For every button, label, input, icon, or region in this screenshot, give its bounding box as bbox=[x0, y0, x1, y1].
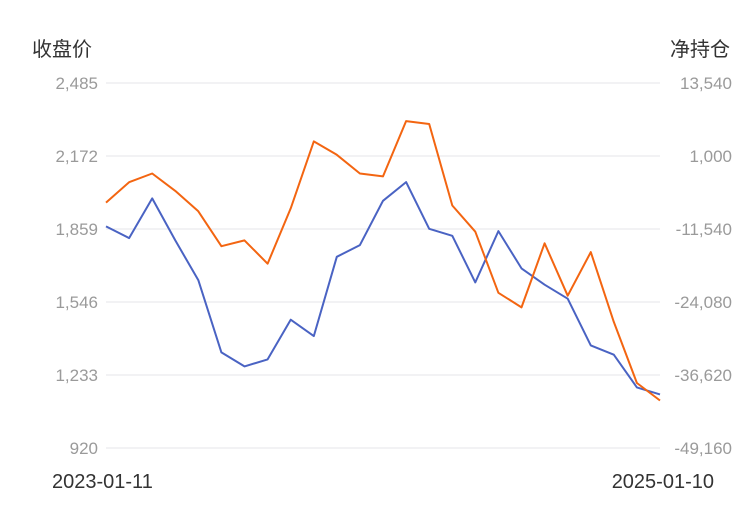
x-end-label: 2025-01-10 bbox=[612, 471, 714, 493]
x-start-label: 2023-01-11 bbox=[52, 471, 153, 493]
left-axis-title: 收盘价 bbox=[32, 37, 92, 61]
left-tick-label: 2,485 bbox=[55, 74, 98, 93]
left-tick-label: 1,233 bbox=[55, 366, 98, 385]
right-tick-label: -36,620 bbox=[674, 366, 732, 385]
left-tick-label: 2,172 bbox=[55, 147, 98, 166]
right-tick-label: 13,540 bbox=[680, 74, 732, 93]
left-tick-label: 1,859 bbox=[55, 220, 98, 239]
left-tick-label: 1,546 bbox=[55, 293, 98, 312]
right-tick-label: -49,160 bbox=[674, 439, 732, 458]
left-tick-label: 920 bbox=[70, 439, 98, 458]
close-price-line bbox=[105, 181, 661, 396]
right-tick-label: -24,080 bbox=[674, 293, 732, 312]
series-lines bbox=[105, 120, 661, 402]
grid bbox=[106, 82, 660, 449]
left-axis-ticks: 2,485 2,172 1,859 1,546 1,233 920 bbox=[55, 74, 98, 458]
right-tick-label: 1,000 bbox=[689, 147, 732, 166]
right-axis-ticks: 13,540 1,000 -11,540 -24,080 -36,620 -49,160 bbox=[674, 74, 732, 458]
net-position-line bbox=[105, 120, 661, 402]
right-axis-title: 净持仓 bbox=[670, 37, 730, 61]
right-tick-label: -11,540 bbox=[676, 220, 732, 239]
